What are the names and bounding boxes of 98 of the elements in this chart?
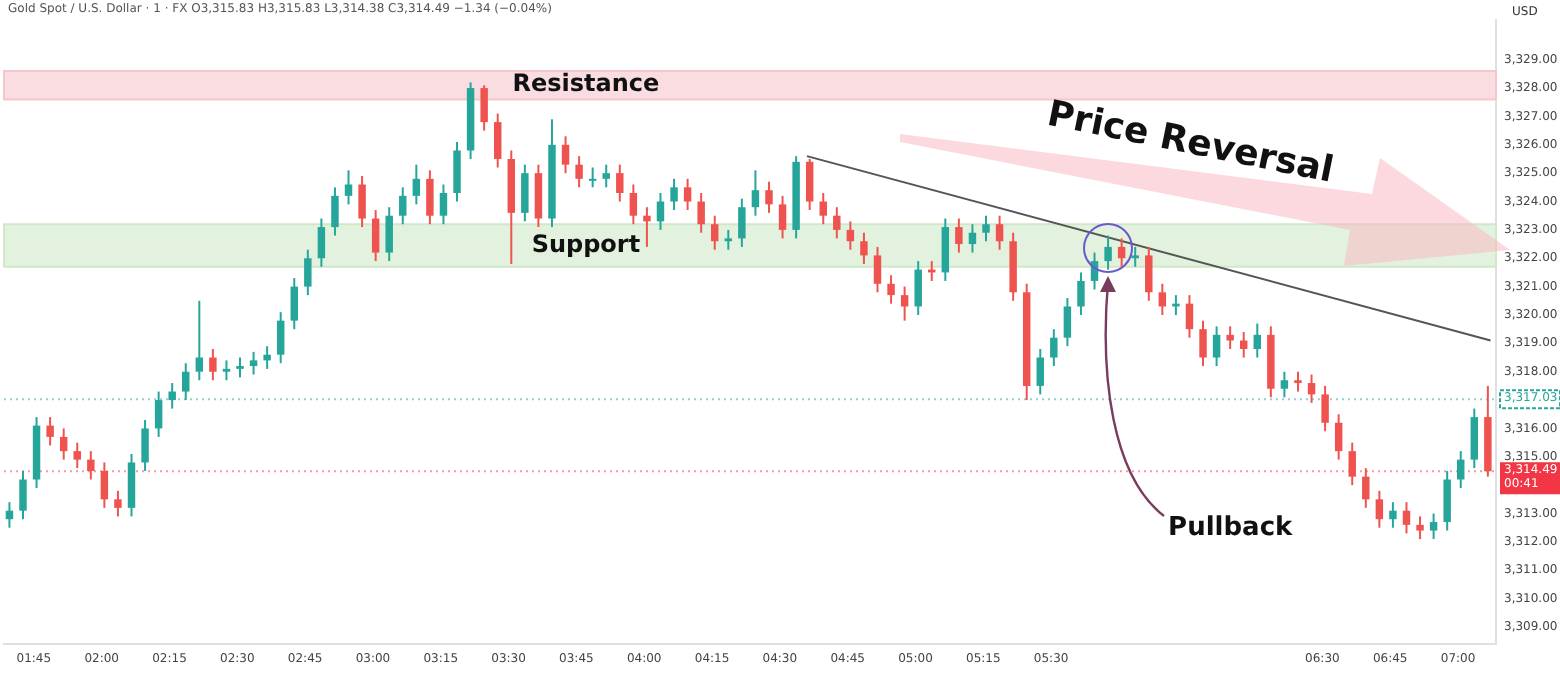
candlestick (236, 356, 244, 379)
candlestick (616, 163, 624, 203)
candlestick (263, 345, 271, 370)
candlestick (561, 135, 570, 175)
candlestick (697, 192, 705, 234)
candlestick (1429, 512, 1438, 541)
candlestick (683, 177, 692, 212)
candlestick (358, 175, 366, 229)
candlestick (724, 228, 733, 251)
candlestick (1104, 234, 1112, 271)
candlestick (59, 427, 68, 461)
candlestick (195, 299, 204, 382)
candlestick (860, 231, 868, 265)
candlestick (222, 359, 231, 382)
candlestick (711, 214, 719, 251)
candlestick (276, 311, 285, 365)
candlestick (385, 206, 393, 263)
candlestick (521, 163, 529, 223)
band-label: Support (531, 229, 641, 258)
candlestick (371, 209, 380, 263)
candlestick (399, 186, 407, 226)
candlestick (249, 350, 258, 376)
candlestick (1280, 370, 1289, 399)
candlestick (493, 112, 502, 169)
candlestick (1457, 450, 1465, 489)
candlestick (738, 197, 746, 248)
candlestick (304, 248, 312, 297)
candlestick (1402, 501, 1411, 535)
candlestick (968, 223, 977, 254)
candlestick (141, 418, 149, 472)
candlestick (453, 140, 461, 203)
candlestick (873, 245, 882, 294)
candlestick (819, 192, 827, 226)
candlestick (833, 206, 841, 240)
candlestick (1375, 489, 1384, 529)
candlestick (643, 206, 651, 248)
candlestick (1063, 296, 1072, 348)
candlestick (629, 183, 638, 226)
candlestick (331, 186, 339, 237)
candlestick (1307, 373, 1316, 404)
candlestick (914, 260, 922, 316)
candlestick (534, 163, 543, 229)
candlestick (100, 461, 109, 509)
candlestick (1443, 469, 1451, 532)
candlestick (602, 163, 610, 189)
candlestick (426, 169, 434, 226)
candlestick (670, 177, 678, 212)
candlestick (1226, 325, 1234, 351)
candlestick (1185, 294, 1194, 339)
candlestick (805, 157, 814, 212)
candlestick (1389, 501, 1397, 529)
annotation: Pullback (1168, 513, 1294, 544)
candlestick (1131, 245, 1139, 268)
candlestick (480, 84, 488, 132)
candlestick (73, 441, 81, 470)
candlestick (1294, 370, 1302, 393)
candlestick (1077, 271, 1085, 316)
candlestick (1253, 322, 1262, 359)
candlestick (588, 166, 597, 189)
candlestick (1321, 384, 1329, 433)
candlestick (1036, 348, 1044, 396)
candlestick (412, 163, 421, 206)
candlestick (751, 169, 760, 217)
annotation: Price Reversal (1043, 92, 1338, 192)
candlestick (955, 217, 963, 254)
candlestick (290, 277, 298, 331)
candlestick (168, 382, 176, 410)
candlestick (765, 180, 773, 214)
candlestick (1362, 467, 1370, 509)
candlestick (154, 390, 163, 438)
candlestick (1117, 237, 1126, 268)
candlestick (575, 155, 583, 189)
candlestick (995, 214, 1004, 251)
candlestick (1050, 328, 1058, 368)
candlestick (344, 169, 353, 206)
candlestick (1416, 515, 1424, 541)
candlestick (46, 416, 54, 447)
candlestick (209, 348, 217, 382)
candlestick (778, 194, 787, 240)
candlestick (982, 214, 990, 243)
candlestick (87, 450, 95, 481)
candlestick (1348, 441, 1356, 487)
candlestick (127, 452, 136, 518)
candlestick (846, 220, 855, 251)
candlestick (1334, 413, 1343, 461)
candlestick (317, 217, 326, 268)
candlestick (182, 362, 190, 402)
candlestick (439, 183, 448, 226)
candlestick (887, 274, 895, 305)
candlestick (900, 285, 909, 322)
candlestick (941, 217, 950, 282)
band-label: Resistance (512, 69, 660, 98)
candlestick (114, 489, 122, 518)
candlestick (1199, 319, 1207, 368)
candlestick (1212, 325, 1221, 368)
candlestick (19, 469, 27, 521)
candlestick (1470, 407, 1479, 470)
candlestick (656, 192, 665, 231)
